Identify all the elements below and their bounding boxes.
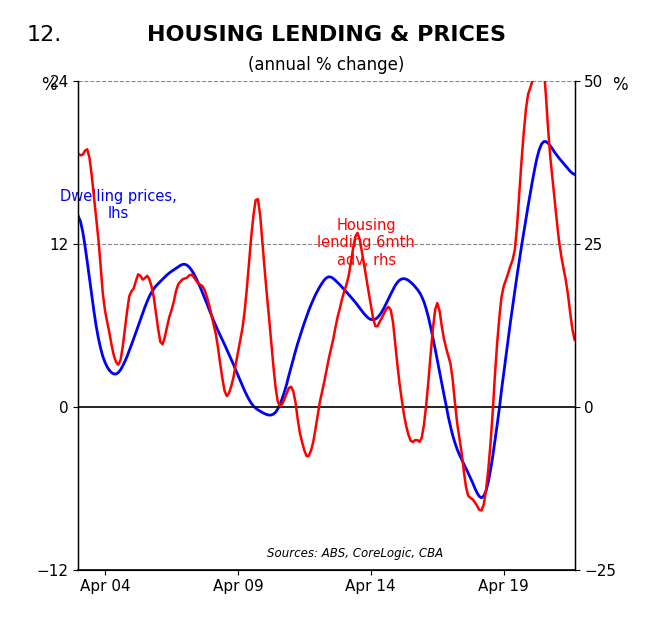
Text: Dwelling prices,
lhs: Dwelling prices, lhs bbox=[59, 189, 176, 221]
Text: %: % bbox=[613, 76, 628, 93]
Text: Housing
lending 6mth
adv, rhs: Housing lending 6mth adv, rhs bbox=[317, 218, 415, 268]
Text: (annual % change): (annual % change) bbox=[248, 56, 405, 74]
Text: HOUSING LENDING & PRICES: HOUSING LENDING & PRICES bbox=[147, 25, 506, 45]
Text: Sources: ABS, CoreLogic, CBA: Sources: ABS, CoreLogic, CBA bbox=[267, 547, 443, 560]
Text: %: % bbox=[41, 76, 57, 93]
Text: 12.: 12. bbox=[26, 25, 61, 45]
